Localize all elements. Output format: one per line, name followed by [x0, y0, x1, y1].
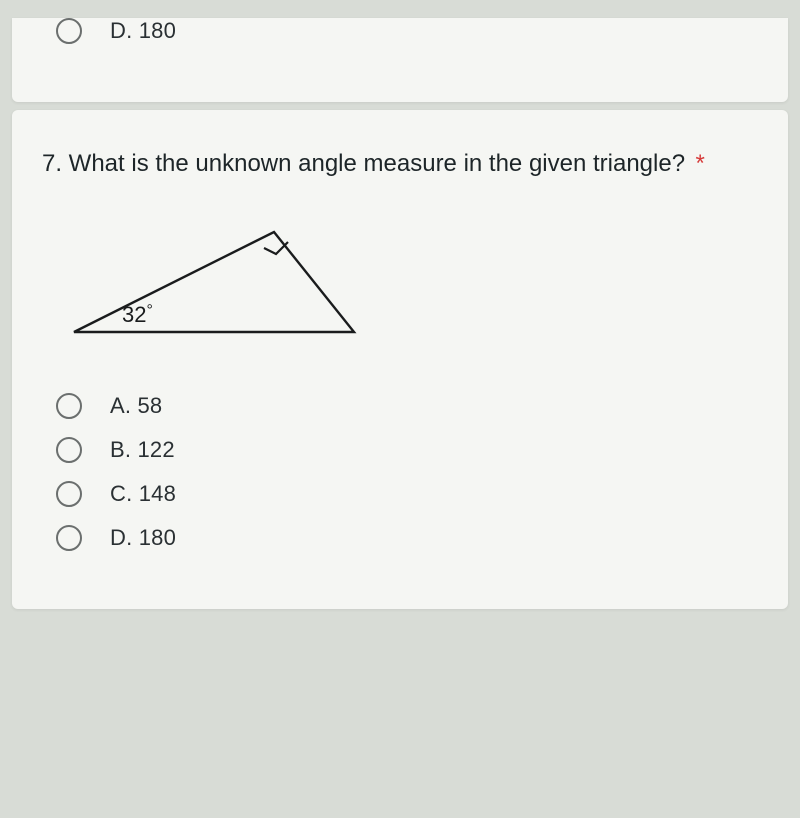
question-row: 7. What is the unknown angle measure in … [42, 146, 758, 182]
option-label: A. 58 [110, 393, 162, 419]
previous-question-card: D. 180 [12, 18, 788, 102]
options-list: A. 58 B. 122 C. 148 D. 180 [42, 393, 758, 551]
option-b[interactable]: B. 122 [56, 437, 758, 463]
triangle-svg: 32° [54, 212, 384, 352]
option-d[interactable]: D. 180 [56, 525, 758, 551]
radio-icon[interactable] [56, 437, 82, 463]
question-text: 7. What is the unknown angle measure in … [42, 150, 685, 177]
prev-option-d[interactable]: D. 180 [56, 18, 758, 44]
radio-icon[interactable] [56, 393, 82, 419]
option-c[interactable]: C. 148 [56, 481, 758, 507]
radio-icon[interactable] [56, 525, 82, 551]
option-label: C. 148 [110, 481, 176, 507]
triangle-figure: 32° [54, 212, 758, 357]
radio-icon[interactable] [56, 18, 82, 44]
radio-icon[interactable] [56, 481, 82, 507]
question-card: 7. What is the unknown angle measure in … [12, 110, 788, 609]
required-marker: * [696, 150, 705, 177]
option-label: D. 180 [110, 525, 176, 551]
option-label: D. 180 [110, 18, 176, 44]
option-a[interactable]: A. 58 [56, 393, 758, 419]
option-label: B. 122 [110, 437, 175, 463]
